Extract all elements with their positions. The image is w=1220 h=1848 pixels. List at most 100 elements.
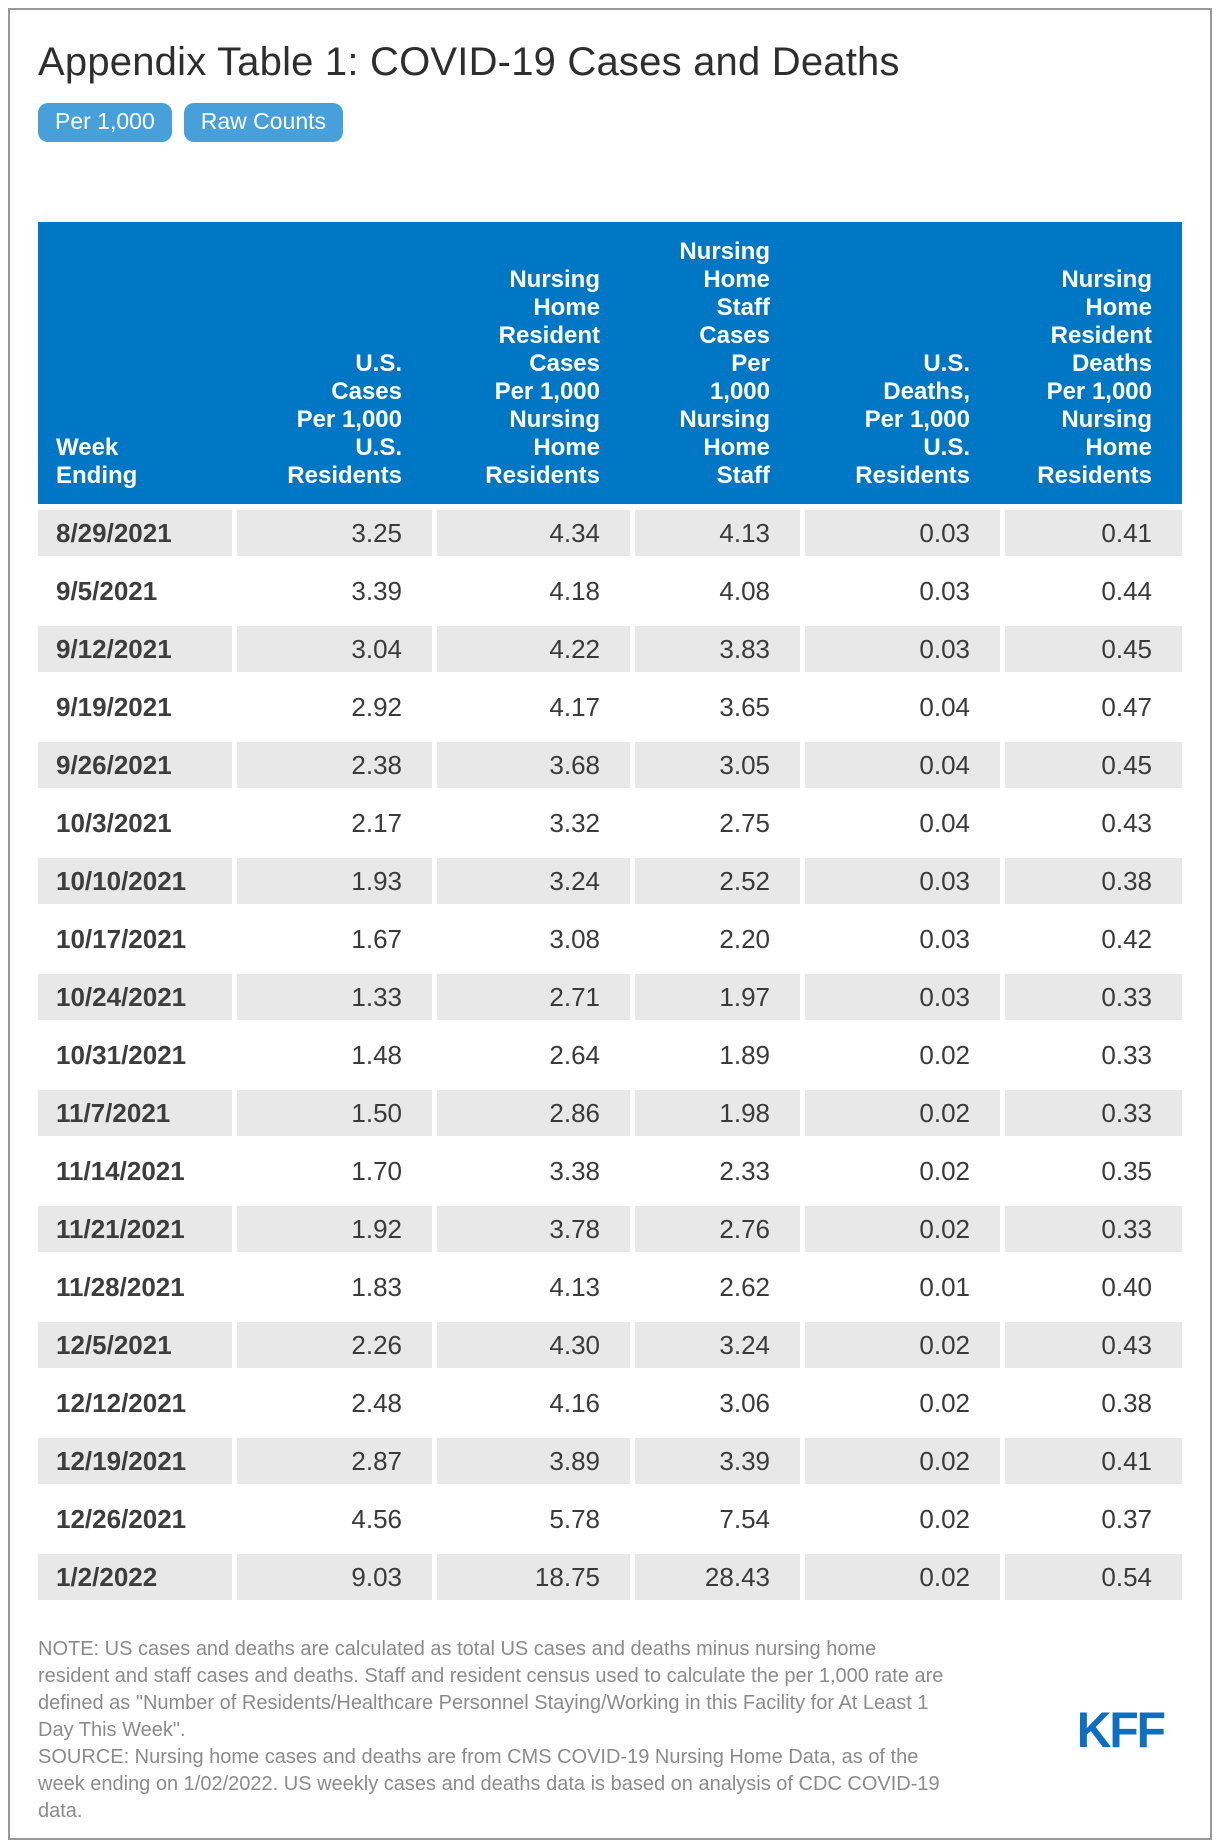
value-cell: 0.01 xyxy=(800,1258,1000,1316)
page-title: Appendix Table 1: COVID-19 Cases and Dea… xyxy=(38,40,900,84)
value-cell: 0.02 xyxy=(800,1084,1000,1142)
value-cell: 0.02 xyxy=(800,1374,1000,1432)
table-row: 9/26/2021 2.38 3.68 3.05 0.04 0.45 xyxy=(38,736,1182,794)
footnotes: NOTE: US cases and deaths are calculated… xyxy=(38,1636,946,1825)
value-cell: 1.93 xyxy=(232,852,432,910)
week-ending-cell: 9/5/2021 xyxy=(38,562,232,620)
value-cell: 5.78 xyxy=(432,1490,630,1548)
value-cell: 0.45 xyxy=(1000,620,1182,678)
value-cell: 4.56 xyxy=(232,1490,432,1548)
value-cell: 0.02 xyxy=(800,1142,1000,1200)
value-cell: 0.41 xyxy=(1000,504,1182,562)
value-cell: 0.04 xyxy=(800,794,1000,852)
value-cell: 0.43 xyxy=(1000,1316,1182,1374)
week-ending-cell: 11/21/2021 xyxy=(38,1200,232,1258)
value-cell: 4.17 xyxy=(432,678,630,736)
column-header-2: U.S. Cases Per 1,000 U.S. Residents xyxy=(232,222,432,504)
value-cell: 0.02 xyxy=(800,1548,1000,1606)
value-cell: 3.39 xyxy=(630,1432,800,1490)
week-ending-cell: 12/26/2021 xyxy=(38,1490,232,1548)
value-cell: 3.32 xyxy=(432,794,630,852)
week-ending-cell: 9/19/2021 xyxy=(38,678,232,736)
value-cell: 3.68 xyxy=(432,736,630,794)
table-row: 10/31/2021 1.48 2.64 1.89 0.02 0.33 xyxy=(38,1026,1182,1084)
table-row: 12/12/2021 2.48 4.16 3.06 0.02 0.38 xyxy=(38,1374,1182,1432)
value-cell: 28.43 xyxy=(630,1548,800,1606)
value-cell: 3.38 xyxy=(432,1142,630,1200)
value-cell: 0.54 xyxy=(1000,1548,1182,1606)
table-row: 1/2/2022 9.03 18.75 28.43 0.02 0.54 xyxy=(38,1548,1182,1606)
table-footer: NOTE: US cases and deaths are calculated… xyxy=(38,1636,1182,1825)
table-header-row: Week Ending U.S. Cases Per 1,000 U.S. Res… xyxy=(38,222,1182,504)
value-cell: 1.50 xyxy=(232,1084,432,1142)
value-cell: 4.30 xyxy=(432,1316,630,1374)
column-header-6: Nursing Home Resident Deaths Per 1,000 N… xyxy=(1000,222,1182,504)
table-row: 10/3/2021 2.17 3.32 2.75 0.04 0.43 xyxy=(38,794,1182,852)
table-row: 12/19/2021 2.87 3.89 3.39 0.02 0.41 xyxy=(38,1432,1182,1490)
value-cell: 3.08 xyxy=(432,910,630,968)
value-cell: 0.02 xyxy=(800,1490,1000,1548)
value-cell: 2.75 xyxy=(630,794,800,852)
value-cell: 0.40 xyxy=(1000,1258,1182,1316)
value-cell: 1.92 xyxy=(232,1200,432,1258)
value-cell: 4.13 xyxy=(432,1258,630,1316)
value-cell: 0.04 xyxy=(800,678,1000,736)
value-cell: 0.37 xyxy=(1000,1490,1182,1548)
value-cell: 3.25 xyxy=(232,504,432,562)
table-row: 9/12/2021 3.04 4.22 3.83 0.03 0.45 xyxy=(38,620,1182,678)
week-ending-cell: 10/3/2021 xyxy=(38,794,232,852)
value-cell: 3.65 xyxy=(630,678,800,736)
value-cell: 1.70 xyxy=(232,1142,432,1200)
value-cell: 4.08 xyxy=(630,562,800,620)
table-row: 11/28/2021 1.83 4.13 2.62 0.01 0.40 xyxy=(38,1258,1182,1316)
value-cell: 3.04 xyxy=(232,620,432,678)
column-header-5: U.S. Deaths, Per 1,000 U.S. Residents xyxy=(800,222,1000,504)
value-cell: 0.38 xyxy=(1000,1374,1182,1432)
value-cell: 2.38 xyxy=(232,736,432,794)
table-row: 11/7/2021 1.50 2.86 1.98 0.02 0.33 xyxy=(38,1084,1182,1142)
value-cell: 0.03 xyxy=(800,968,1000,1026)
value-cell: 2.52 xyxy=(630,852,800,910)
value-cell: 0.42 xyxy=(1000,910,1182,968)
value-cell: 0.02 xyxy=(800,1316,1000,1374)
value-cell: 1.33 xyxy=(232,968,432,1026)
week-ending-cell: 12/12/2021 xyxy=(38,1374,232,1432)
week-ending-cell: 9/12/2021 xyxy=(38,620,232,678)
value-cell: 2.64 xyxy=(432,1026,630,1084)
value-cell: 7.54 xyxy=(630,1490,800,1548)
value-cell: 4.16 xyxy=(432,1374,630,1432)
week-ending-cell: 12/5/2021 xyxy=(38,1316,232,1374)
value-cell: 0.33 xyxy=(1000,1200,1182,1258)
value-cell: 4.18 xyxy=(432,562,630,620)
value-cell: 2.62 xyxy=(630,1258,800,1316)
value-cell: 0.03 xyxy=(800,562,1000,620)
value-cell: 1.98 xyxy=(630,1084,800,1142)
tab-per-1000[interactable]: Per 1,000 xyxy=(38,103,172,142)
week-ending-cell: 11/7/2021 xyxy=(38,1084,232,1142)
value-cell: 0.33 xyxy=(1000,1026,1182,1084)
value-cell: 2.20 xyxy=(630,910,800,968)
table-row: 11/14/2021 1.70 3.38 2.33 0.02 0.35 xyxy=(38,1142,1182,1200)
value-cell: 2.48 xyxy=(232,1374,432,1432)
value-cell: 3.24 xyxy=(432,852,630,910)
value-cell: 2.17 xyxy=(232,794,432,852)
week-ending-cell: 8/29/2021 xyxy=(38,504,232,562)
value-cell: 1.48 xyxy=(232,1026,432,1084)
week-ending-cell: 11/28/2021 xyxy=(38,1258,232,1316)
value-cell: 2.92 xyxy=(232,678,432,736)
value-cell: 0.03 xyxy=(800,620,1000,678)
value-cell: 0.41 xyxy=(1000,1432,1182,1490)
table-row: 12/26/2021 4.56 5.78 7.54 0.02 0.37 xyxy=(38,1490,1182,1548)
table-row: 10/24/2021 1.33 2.71 1.97 0.03 0.33 xyxy=(38,968,1182,1026)
table-row: 11/21/2021 1.92 3.78 2.76 0.02 0.33 xyxy=(38,1200,1182,1258)
value-cell: 3.39 xyxy=(232,562,432,620)
week-ending-cell: 10/31/2021 xyxy=(38,1026,232,1084)
table-row: 10/10/2021 1.93 3.24 2.52 0.03 0.38 xyxy=(38,852,1182,910)
value-cell: 1.97 xyxy=(630,968,800,1026)
value-cell: 4.13 xyxy=(630,504,800,562)
kff-logo: KFF xyxy=(1076,1702,1166,1759)
tab-raw-counts[interactable]: Raw Counts xyxy=(183,103,344,142)
table-row: 8/29/2021 3.25 4.34 4.13 0.03 0.41 xyxy=(38,504,1182,562)
value-cell: 3.06 xyxy=(630,1374,800,1432)
value-cell: 0.47 xyxy=(1000,678,1182,736)
